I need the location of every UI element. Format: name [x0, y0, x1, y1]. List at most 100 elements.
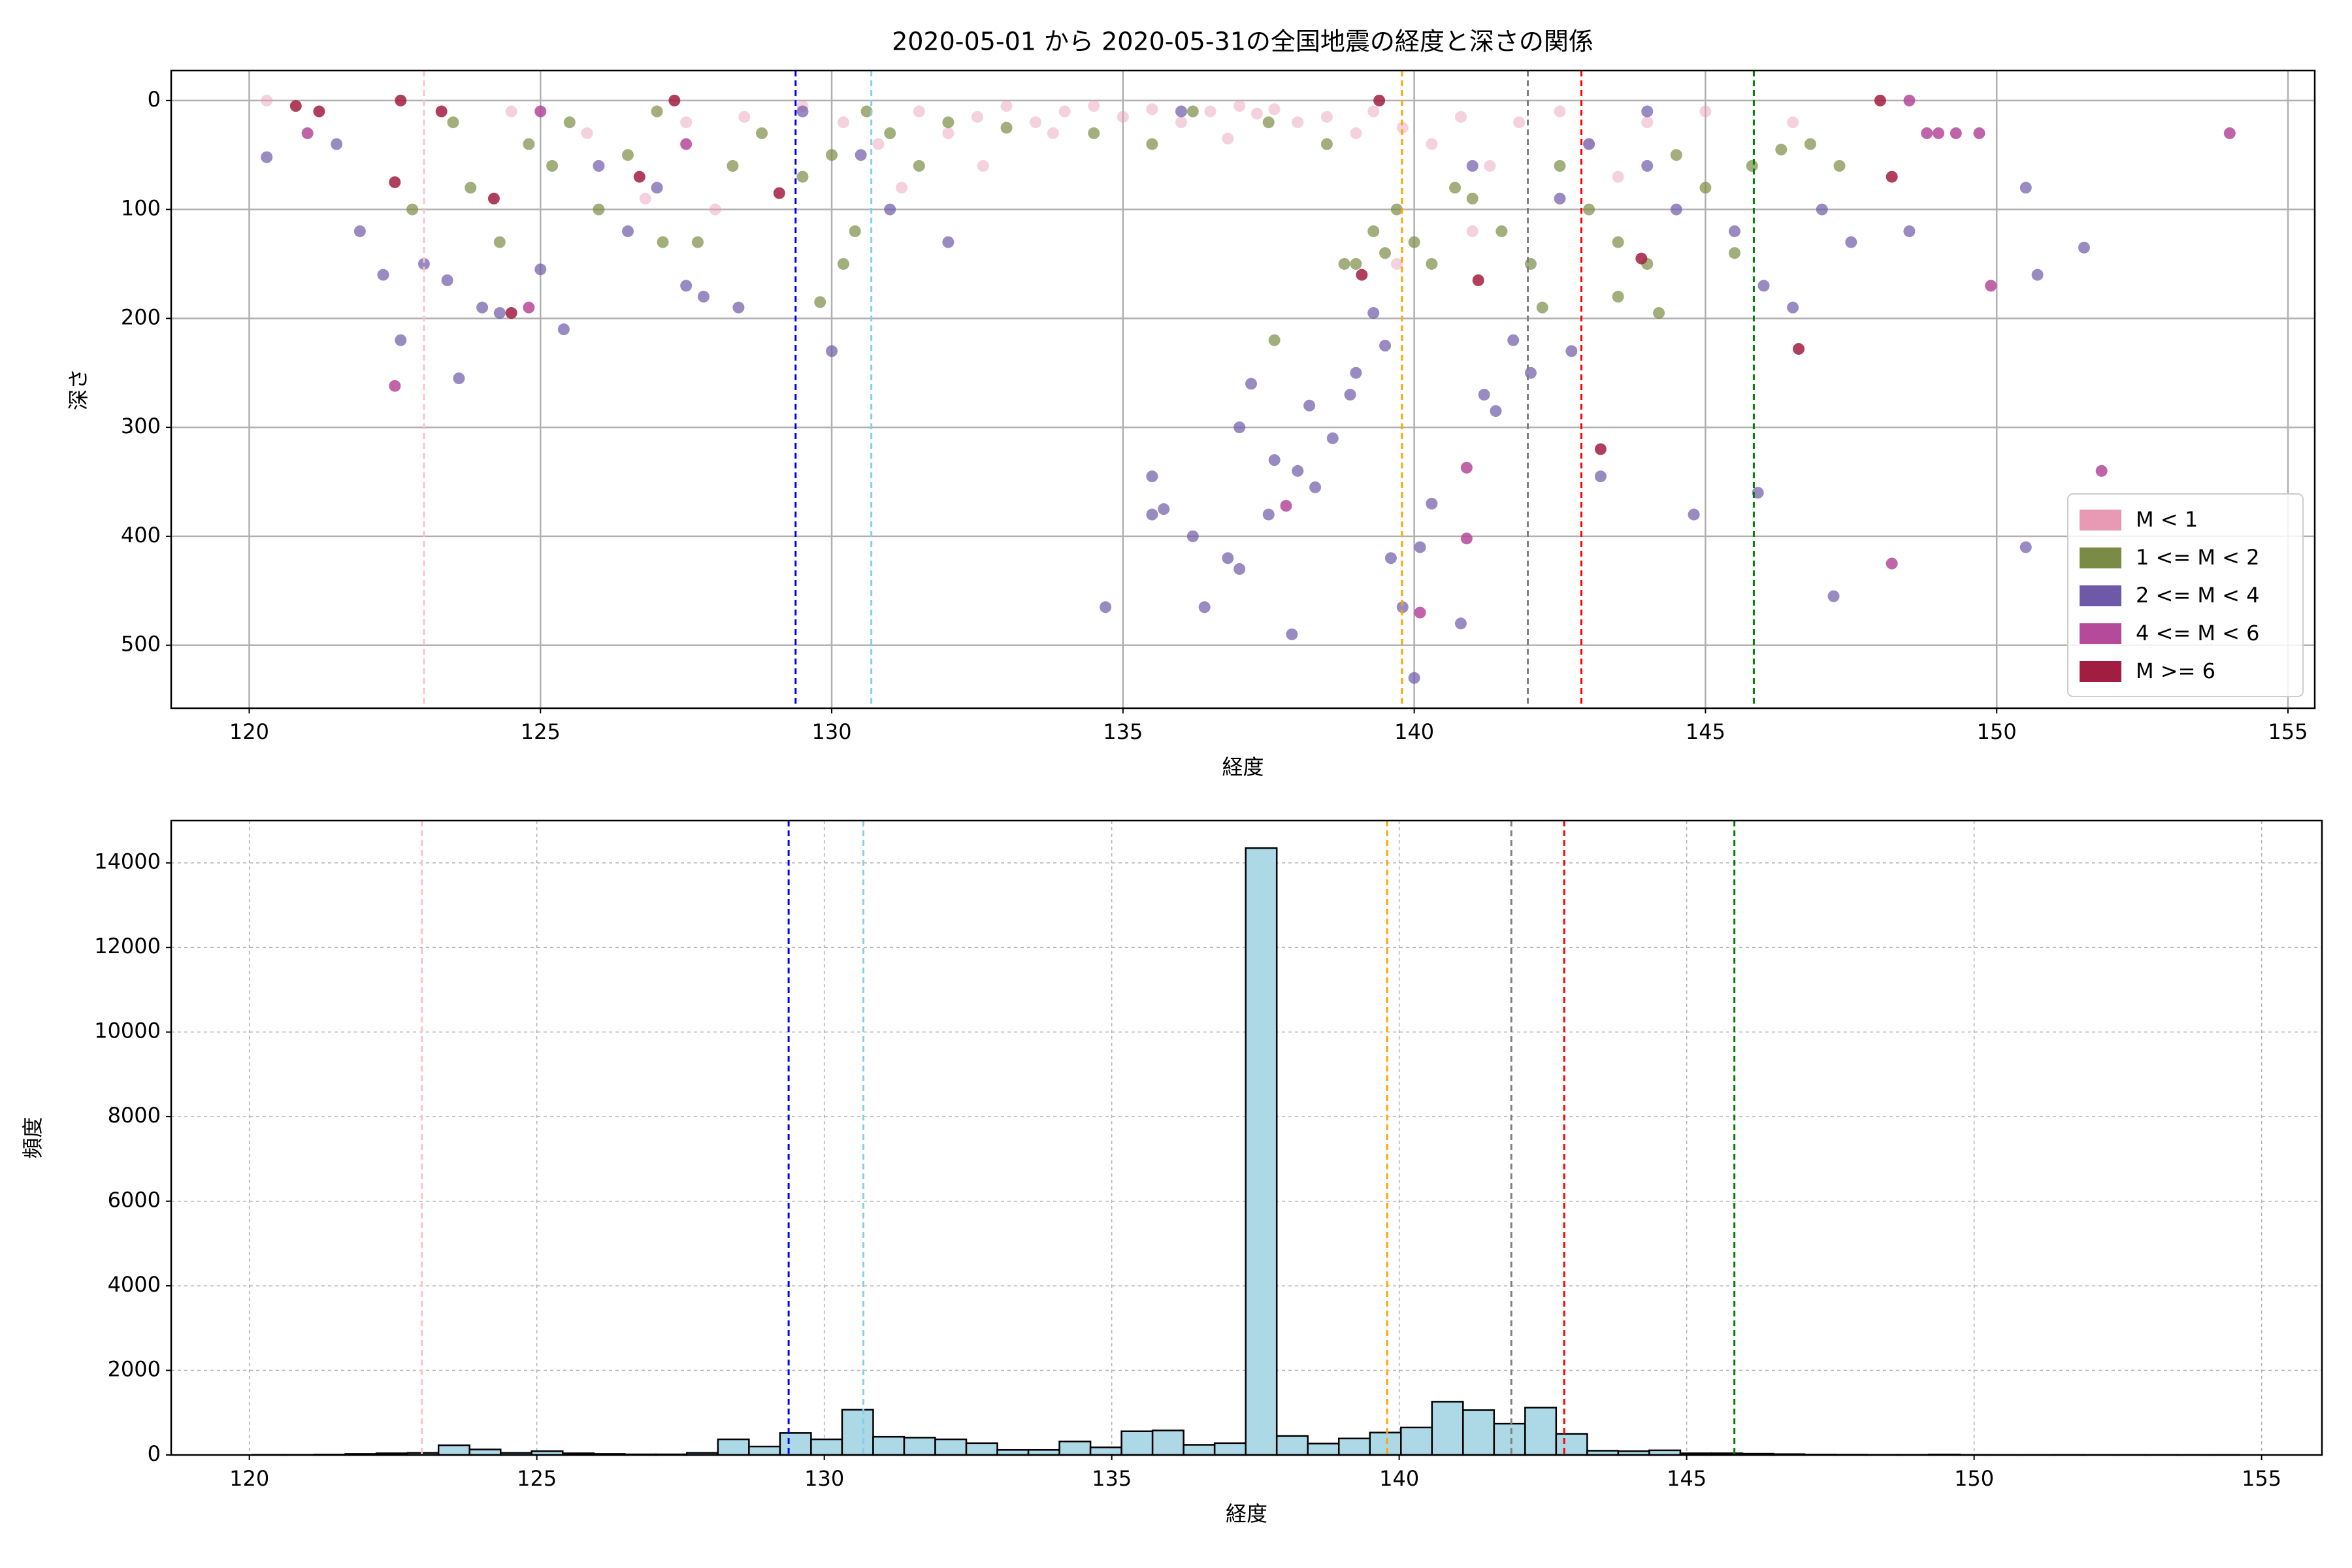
scatter-point	[453, 372, 465, 385]
scatter-point	[1827, 590, 1840, 602]
scatter-point	[1245, 378, 1257, 390]
scatter-point	[680, 280, 693, 292]
scatter-point	[1903, 225, 1916, 237]
scatter-point	[1000, 100, 1013, 112]
scatter-point	[1495, 225, 1508, 237]
scatter-point	[261, 151, 273, 163]
scatter-point	[1222, 133, 1234, 145]
scatter-point	[313, 105, 325, 118]
scatter-point	[709, 203, 721, 216]
y-tick-label: 2000	[108, 1357, 161, 1382]
legend-label: 2 <= M < 4	[2136, 583, 2259, 608]
scatter-point	[1933, 127, 1945, 139]
scatter-point	[1635, 252, 1648, 265]
histogram-bar	[1058, 1441, 1092, 1456]
scatter-point	[1262, 508, 1275, 521]
legend-swatch	[2080, 547, 2121, 568]
scatter-point	[1338, 257, 1350, 270]
scatter-point	[1454, 617, 1467, 630]
x-tick-label: 125	[517, 1466, 557, 1491]
scatter-point	[732, 301, 745, 314]
x-tick-label: 150	[1954, 1466, 1994, 1491]
scatter-point	[651, 182, 663, 194]
scatter-point	[860, 105, 873, 118]
histogram-bar	[1183, 1444, 1216, 1456]
scatter-point	[1460, 532, 1473, 545]
x-axis-label: 経度	[1222, 755, 1264, 779]
scatter-point	[1816, 203, 1828, 216]
scatter-point	[727, 159, 739, 172]
scatter-point	[1088, 100, 1100, 112]
legend-swatch	[2080, 661, 2121, 682]
scatter-point	[697, 291, 710, 303]
scatter-point	[435, 105, 448, 118]
scatter-point	[1350, 127, 1362, 139]
x-tick-label: 120	[229, 1466, 269, 1491]
y-tick-label: 0	[148, 1441, 161, 1466]
scatter-point	[534, 263, 547, 276]
scatter-point	[1490, 405, 1502, 417]
histogram-bar	[748, 1445, 781, 1456]
scatter-point	[1554, 192, 1566, 204]
scatter-point	[353, 225, 366, 237]
y-tick-label: 12000	[94, 934, 161, 958]
y-tick-label: 0	[148, 87, 161, 112]
scatter-point	[2223, 127, 2236, 139]
scatter-point	[593, 159, 605, 172]
legend-label: 4 <= M < 6	[2136, 621, 2259, 645]
scatter-point	[1390, 257, 1403, 270]
histogram-bar	[468, 1448, 502, 1456]
scatter-point	[1250, 107, 1263, 120]
scatter-point	[505, 105, 517, 118]
scatter-point	[1320, 138, 1333, 150]
scatter-point	[1612, 291, 1624, 303]
scatter-point	[1186, 105, 1199, 118]
scatter-point	[942, 236, 955, 248]
scatter-point	[1047, 127, 1059, 139]
scatter-point	[1641, 159, 1654, 172]
scatter-point	[406, 203, 419, 216]
scatter-point	[563, 116, 576, 129]
x-tick-label: 140	[1394, 719, 1434, 744]
scatter-point	[1426, 257, 1438, 270]
scatter-point	[680, 116, 693, 129]
x-tick-label: 125	[521, 719, 561, 744]
scatter-point	[896, 182, 908, 194]
scatter-point	[1233, 100, 1246, 112]
scatter-point	[476, 301, 489, 314]
scatter-point	[487, 192, 500, 204]
scatter-point	[523, 138, 535, 150]
scatter-point	[1309, 481, 1322, 493]
scatter-point	[1222, 552, 1234, 564]
histogram-bar	[1555, 1433, 1588, 1456]
scatter-point	[639, 192, 651, 204]
scatter-point	[1303, 399, 1316, 412]
scatter-point	[1699, 105, 1712, 118]
scatter-point	[913, 159, 925, 172]
scatter-point	[826, 345, 838, 357]
scatter-point	[942, 116, 955, 129]
scatter-point	[1670, 149, 1682, 161]
scatter-point	[593, 203, 605, 216]
scatter-point	[1478, 389, 1490, 401]
scatter-point	[738, 110, 751, 123]
scatter-point	[1030, 116, 1042, 129]
histogram-bar	[965, 1442, 998, 1456]
scatter-point	[1787, 116, 1799, 129]
scatter-point	[1472, 274, 1484, 286]
scatter-point	[942, 127, 955, 139]
scatter-point	[395, 334, 407, 346]
y-tick-label: 8000	[108, 1103, 161, 1128]
scatter-point	[1688, 508, 1700, 521]
legend-label: M < 1	[2136, 507, 2198, 532]
scatter-point	[1460, 461, 1473, 474]
scatter-point	[1612, 171, 1624, 183]
y-tick-label: 6000	[108, 1188, 161, 1213]
x-tick-label: 130	[804, 1466, 844, 1491]
scatter-point	[1146, 103, 1158, 116]
y-tick-label: 14000	[94, 849, 161, 874]
scatter-point	[289, 100, 302, 112]
scatter-point	[1787, 301, 1799, 314]
scatter-point	[523, 301, 535, 314]
scatter-point	[1350, 257, 1362, 270]
